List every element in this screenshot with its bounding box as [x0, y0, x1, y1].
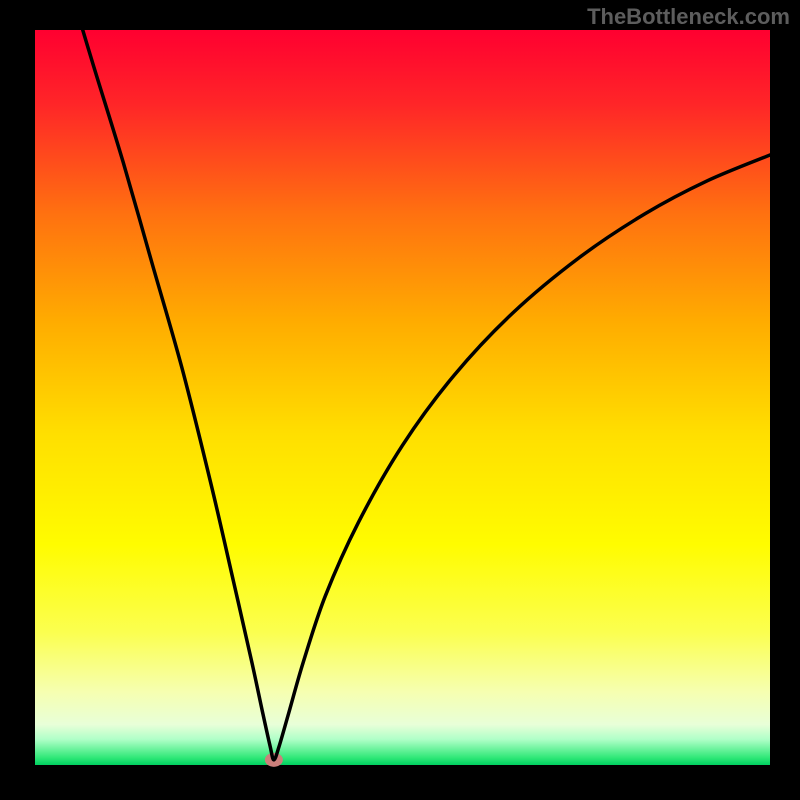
bottleneck-chart	[0, 0, 800, 800]
plot-background-gradient	[35, 30, 770, 765]
chart-container: TheBottleneck.com	[0, 0, 800, 800]
watermark-text: TheBottleneck.com	[587, 4, 790, 30]
